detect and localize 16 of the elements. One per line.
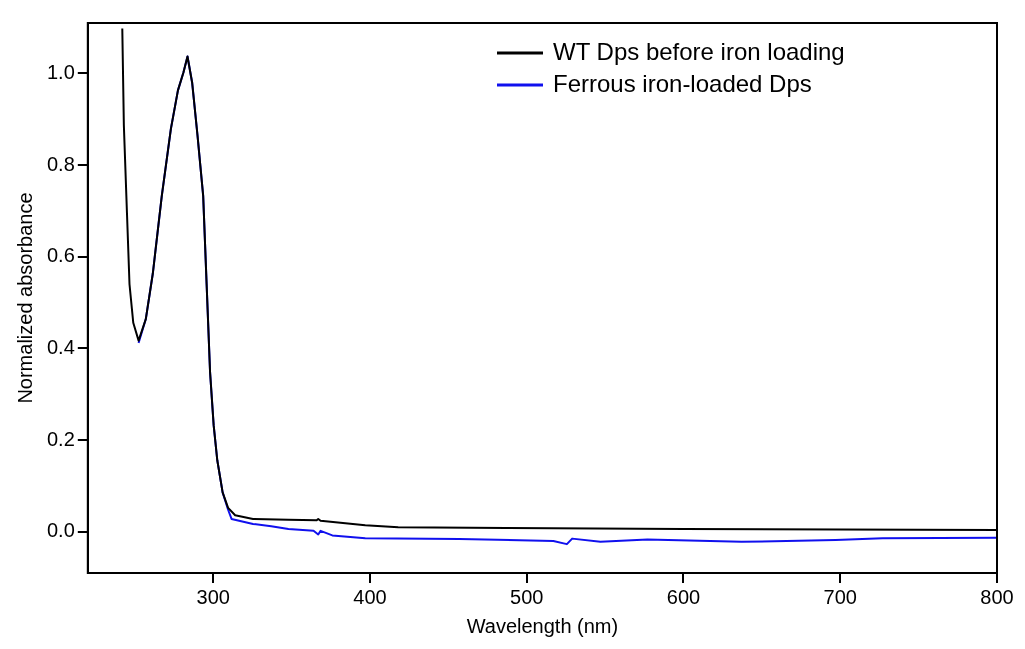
x-tick-label: 500 bbox=[510, 585, 544, 608]
y-tick-label: 0.0 bbox=[46, 519, 75, 542]
x-tick-label: 400 bbox=[353, 585, 387, 608]
x-axis-title: Wavelength (nm) bbox=[466, 614, 619, 637]
legend-label: Ferrous iron-loaded Dps bbox=[553, 69, 812, 97]
y-tick-label: 0.6 bbox=[46, 244, 75, 267]
x-tick-label: 300 bbox=[196, 585, 230, 608]
y-axis-title: Normalized absorbance bbox=[13, 192, 36, 404]
legend-label: WT Dps before iron loading bbox=[553, 37, 845, 65]
y-tick-label: 0.8 bbox=[46, 152, 75, 175]
x-tick-label: 600 bbox=[666, 585, 701, 608]
y-tick-label: 0.2 bbox=[46, 427, 75, 450]
x-tick-label: 800 bbox=[980, 585, 1014, 608]
x-tick-label: 700 bbox=[823, 585, 857, 608]
y-tick-label: 0.4 bbox=[46, 335, 75, 358]
y-tick-label: 1.0 bbox=[46, 60, 75, 83]
